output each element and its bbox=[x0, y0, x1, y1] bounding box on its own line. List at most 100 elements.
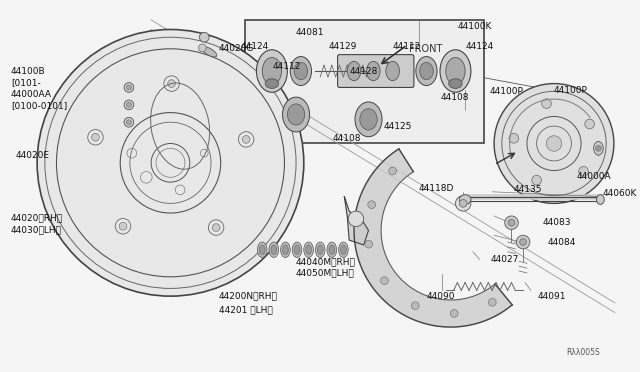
Circle shape bbox=[365, 240, 372, 248]
Text: 44128: 44128 bbox=[349, 67, 378, 76]
Text: 44100B: 44100B bbox=[11, 67, 45, 76]
Text: 44201 〈LH〉: 44201 〈LH〉 bbox=[219, 305, 273, 314]
Circle shape bbox=[505, 216, 518, 230]
Ellipse shape bbox=[355, 102, 382, 137]
Circle shape bbox=[124, 100, 134, 110]
Circle shape bbox=[579, 167, 588, 176]
Text: 44000A: 44000A bbox=[576, 172, 611, 181]
Ellipse shape bbox=[316, 242, 325, 257]
Text: 44118D: 44118D bbox=[419, 185, 454, 193]
Circle shape bbox=[200, 32, 209, 42]
Text: 44112: 44112 bbox=[393, 42, 421, 51]
Text: 44030〈LH〉: 44030〈LH〉 bbox=[11, 225, 62, 234]
Text: 44040M〈RH〉: 44040M〈RH〉 bbox=[296, 257, 356, 266]
Text: 44081: 44081 bbox=[296, 28, 324, 37]
Text: 44050M〈LH〉: 44050M〈LH〉 bbox=[296, 269, 355, 278]
Ellipse shape bbox=[360, 109, 377, 130]
Text: 44108: 44108 bbox=[441, 93, 470, 102]
Text: 44200N〈RH〉: 44200N〈RH〉 bbox=[219, 292, 278, 301]
Circle shape bbox=[127, 102, 131, 107]
Ellipse shape bbox=[269, 242, 278, 257]
Circle shape bbox=[509, 134, 518, 143]
Ellipse shape bbox=[265, 79, 278, 89]
Ellipse shape bbox=[202, 46, 217, 57]
Circle shape bbox=[212, 224, 220, 231]
Circle shape bbox=[124, 118, 134, 127]
Ellipse shape bbox=[339, 242, 348, 257]
Text: 44100K: 44100K bbox=[458, 22, 492, 31]
Text: 44112: 44112 bbox=[272, 62, 301, 71]
Circle shape bbox=[516, 235, 530, 249]
Ellipse shape bbox=[440, 50, 471, 92]
Text: 44125: 44125 bbox=[384, 122, 412, 131]
Circle shape bbox=[547, 136, 562, 151]
Circle shape bbox=[388, 167, 397, 175]
Ellipse shape bbox=[304, 242, 314, 257]
Circle shape bbox=[119, 222, 127, 230]
Text: 44060K: 44060K bbox=[602, 189, 637, 198]
Ellipse shape bbox=[594, 142, 604, 155]
Text: Rλλ005S: Rλλ005S bbox=[566, 348, 600, 357]
Ellipse shape bbox=[386, 61, 399, 81]
Circle shape bbox=[37, 29, 304, 296]
Circle shape bbox=[488, 298, 496, 306]
Ellipse shape bbox=[280, 242, 291, 257]
Circle shape bbox=[596, 145, 602, 151]
Circle shape bbox=[198, 44, 206, 52]
Text: 44020G: 44020G bbox=[219, 44, 254, 53]
Ellipse shape bbox=[291, 57, 312, 86]
Ellipse shape bbox=[460, 195, 471, 204]
Text: 44090: 44090 bbox=[426, 292, 455, 301]
Ellipse shape bbox=[449, 79, 462, 89]
Circle shape bbox=[127, 120, 131, 125]
Ellipse shape bbox=[329, 245, 335, 254]
Ellipse shape bbox=[292, 242, 302, 257]
Text: 44020〈RH〉: 44020〈RH〉 bbox=[11, 214, 63, 222]
Ellipse shape bbox=[259, 245, 265, 254]
Ellipse shape bbox=[257, 50, 287, 92]
Text: 44124: 44124 bbox=[241, 42, 269, 51]
Polygon shape bbox=[354, 149, 512, 327]
Ellipse shape bbox=[282, 245, 289, 254]
Ellipse shape bbox=[282, 97, 310, 132]
Ellipse shape bbox=[596, 195, 604, 204]
Ellipse shape bbox=[416, 57, 437, 86]
Circle shape bbox=[541, 99, 551, 109]
Ellipse shape bbox=[257, 242, 267, 257]
Text: 44129: 44129 bbox=[328, 42, 356, 51]
Circle shape bbox=[532, 175, 541, 185]
Ellipse shape bbox=[294, 62, 308, 80]
Ellipse shape bbox=[317, 245, 323, 254]
Circle shape bbox=[381, 277, 388, 285]
Ellipse shape bbox=[306, 245, 312, 254]
Text: 44108: 44108 bbox=[333, 134, 361, 143]
Ellipse shape bbox=[262, 58, 282, 84]
Text: FRONT: FRONT bbox=[409, 44, 442, 54]
Polygon shape bbox=[344, 197, 369, 245]
Circle shape bbox=[168, 80, 175, 87]
Circle shape bbox=[368, 201, 376, 208]
Text: 44027: 44027 bbox=[490, 255, 518, 264]
Ellipse shape bbox=[348, 61, 361, 81]
Circle shape bbox=[124, 83, 134, 92]
Ellipse shape bbox=[420, 62, 433, 80]
FancyBboxPatch shape bbox=[337, 55, 414, 87]
Ellipse shape bbox=[327, 242, 337, 257]
Text: 44091: 44091 bbox=[538, 292, 566, 301]
Text: 44100P: 44100P bbox=[489, 87, 523, 96]
Text: 44084: 44084 bbox=[547, 238, 575, 247]
Text: [0101-: [0101- bbox=[11, 78, 41, 87]
Ellipse shape bbox=[271, 245, 276, 254]
Circle shape bbox=[494, 84, 614, 203]
Text: [0100-0101]: [0100-0101] bbox=[11, 101, 67, 110]
Circle shape bbox=[348, 211, 364, 227]
Text: 44100P: 44100P bbox=[554, 86, 588, 95]
Text: 44020E: 44020E bbox=[16, 151, 50, 160]
Text: 44135: 44135 bbox=[513, 185, 542, 194]
FancyBboxPatch shape bbox=[245, 20, 484, 144]
Ellipse shape bbox=[340, 245, 346, 254]
Circle shape bbox=[585, 119, 595, 129]
Circle shape bbox=[456, 196, 471, 211]
Ellipse shape bbox=[446, 58, 465, 84]
Ellipse shape bbox=[287, 104, 305, 125]
